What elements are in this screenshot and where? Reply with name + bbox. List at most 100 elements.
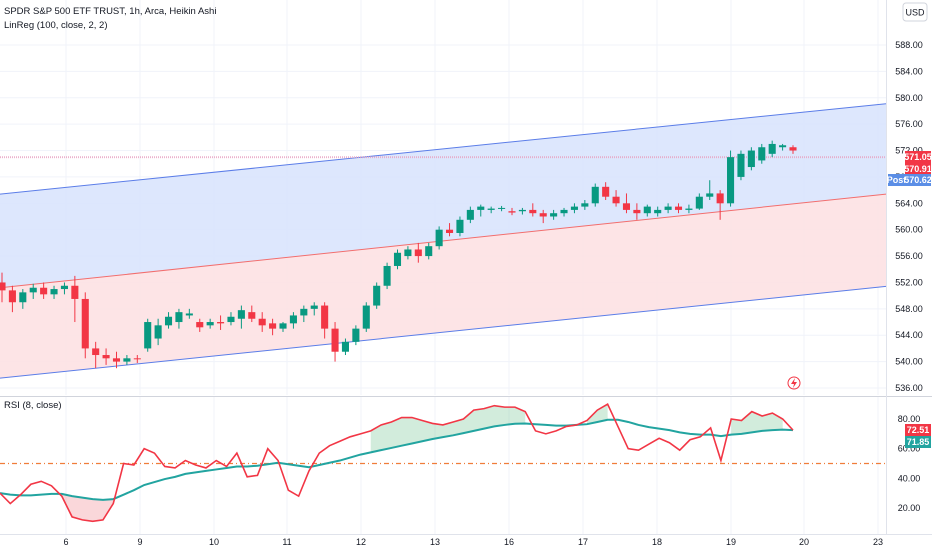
- candle-body: [321, 305, 329, 329]
- rsi-tick-label: 40.00: [898, 473, 921, 483]
- candle-body: [217, 322, 225, 324]
- candle-body: [581, 203, 589, 207]
- candle-body: [404, 249, 412, 257]
- candle-body: [758, 147, 766, 161]
- price-tick-label: 548.00: [895, 304, 923, 314]
- time-axis-ticks: 6 9 10 11 12 13 16 17 18 19 20 23: [63, 537, 883, 547]
- candle-body: [227, 316, 235, 323]
- price-tick-label: 540.00: [895, 357, 923, 367]
- candle-body: [50, 289, 58, 295]
- price-tag-label: 570.91: [904, 164, 932, 174]
- upper-band-line: [0, 103, 887, 195]
- price-tick-label: 572.00: [895, 146, 923, 156]
- time-axis[interactable]: 6 9 10 11 12 13 16 17 18 19 20 23: [0, 534, 932, 548]
- candle-body: [435, 229, 443, 247]
- rsi-overbought-fill: [370, 405, 526, 453]
- upper-channel-fill: [0, 103, 886, 288]
- price-tag-bg: [905, 174, 931, 186]
- candle-body: [40, 287, 48, 295]
- price-axis[interactable]: 588.00584.00580.00576.00572.00568.00564.…: [886, 0, 932, 534]
- candle-body: [352, 328, 360, 342]
- symbol-title[interactable]: SPDR S&P 500 ETF TRUST, 1h, Arca, Heikin…: [4, 6, 216, 17]
- price-tick-label: 556.00: [895, 251, 923, 261]
- rsi-ma-line: [0, 418, 794, 501]
- rsi-tick-label: 20.00: [898, 503, 921, 513]
- price-tag-bg: [905, 163, 931, 175]
- rsi-overbought-fill: [587, 404, 608, 425]
- price-axis-ticks: 588.00584.00580.00576.00572.00568.00564.…: [895, 40, 923, 393]
- candle-body: [279, 323, 287, 329]
- candle-body: [414, 249, 422, 257]
- time-tick-label: 23: [873, 537, 883, 547]
- candle-body: [19, 292, 27, 303]
- currency-button[interactable]: USD: [902, 2, 928, 22]
- candle-body: [112, 358, 121, 362]
- lower-channel-fill: [0, 194, 886, 379]
- currency-label: USD: [905, 8, 925, 18]
- time-tick-label: 6: [63, 537, 68, 547]
- vertical-grid-rsi: [65, 397, 879, 534]
- candle-body: [310, 305, 318, 309]
- candle-body: [508, 211, 516, 213]
- rsi-tags: 72.51 71.85: [905, 424, 931, 448]
- candle-body: [664, 206, 672, 210]
- candle-body: [92, 348, 100, 356]
- flash-icon[interactable]: [787, 376, 801, 390]
- candle-body: [331, 328, 339, 352]
- candle-body: [612, 196, 620, 204]
- candle-body: [383, 265, 391, 286]
- post-tag-label: Post: [887, 175, 907, 185]
- time-tick-label: 11: [282, 537, 291, 547]
- linreg-label[interactable]: LinReg (100, close, 2, 2): [4, 20, 108, 31]
- price-tick-label: 560.00: [895, 225, 923, 235]
- candle-body: [81, 298, 89, 349]
- candle-body: [154, 325, 162, 339]
- candle-body: [0, 282, 6, 291]
- candle-body: [602, 186, 610, 197]
- candle-body: [695, 196, 703, 209]
- rsi-tag-bg: [905, 436, 931, 448]
- time-tick-label: 18: [652, 537, 662, 547]
- time-tick-label: 17: [578, 537, 588, 547]
- candle-body: [498, 207, 506, 209]
- candle-body: [779, 145, 787, 148]
- candle-body: [164, 316, 173, 326]
- time-tick-label: 9: [137, 537, 142, 547]
- candle-body: [8, 290, 16, 303]
- candle-body: [570, 206, 578, 210]
- candle-body: [550, 213, 558, 217]
- rsi-tick-label: 80.00: [898, 414, 921, 424]
- candle-body: [654, 209, 662, 214]
- candle-body: [258, 318, 266, 326]
- candle-body: [477, 206, 485, 210]
- candle-body: [300, 308, 308, 316]
- price-tick-label: 536.00: [895, 383, 923, 393]
- candle-body: [425, 246, 433, 257]
- candle-body: [71, 285, 79, 299]
- candle-body: [123, 358, 131, 362]
- candle-body: [185, 313, 193, 316]
- rsi-tag-label: 71.85: [907, 437, 930, 447]
- candle-body: [289, 315, 297, 324]
- lower-band-line: [0, 285, 887, 379]
- rsi-label[interactable]: RSI (8, close): [4, 400, 62, 411]
- rsi-fill: [61, 404, 783, 522]
- rsi-tag-label: 72.51: [907, 425, 930, 435]
- price-panel[interactable]: SPDR S&P 500 ETF TRUST, 1h, Arca, Heikin…: [0, 0, 887, 395]
- middle-line: [0, 193, 887, 289]
- candle-body: [144, 322, 152, 349]
- candle-body: [341, 341, 349, 352]
- rsi-panel[interactable]: RSI (8, close): [0, 396, 932, 535]
- candle-body: [362, 305, 370, 329]
- time-tick-label: 20: [799, 537, 809, 547]
- time-tick-label: 12: [356, 537, 366, 547]
- candle-body: [716, 193, 724, 204]
- candle-body: [789, 147, 797, 151]
- candlestick-series: [0, 140, 797, 369]
- candle-body: [206, 322, 214, 326]
- candle-body: [747, 150, 755, 168]
- price-tick-label: 552.00: [895, 277, 923, 287]
- price-tick-label: 576.00: [895, 119, 923, 129]
